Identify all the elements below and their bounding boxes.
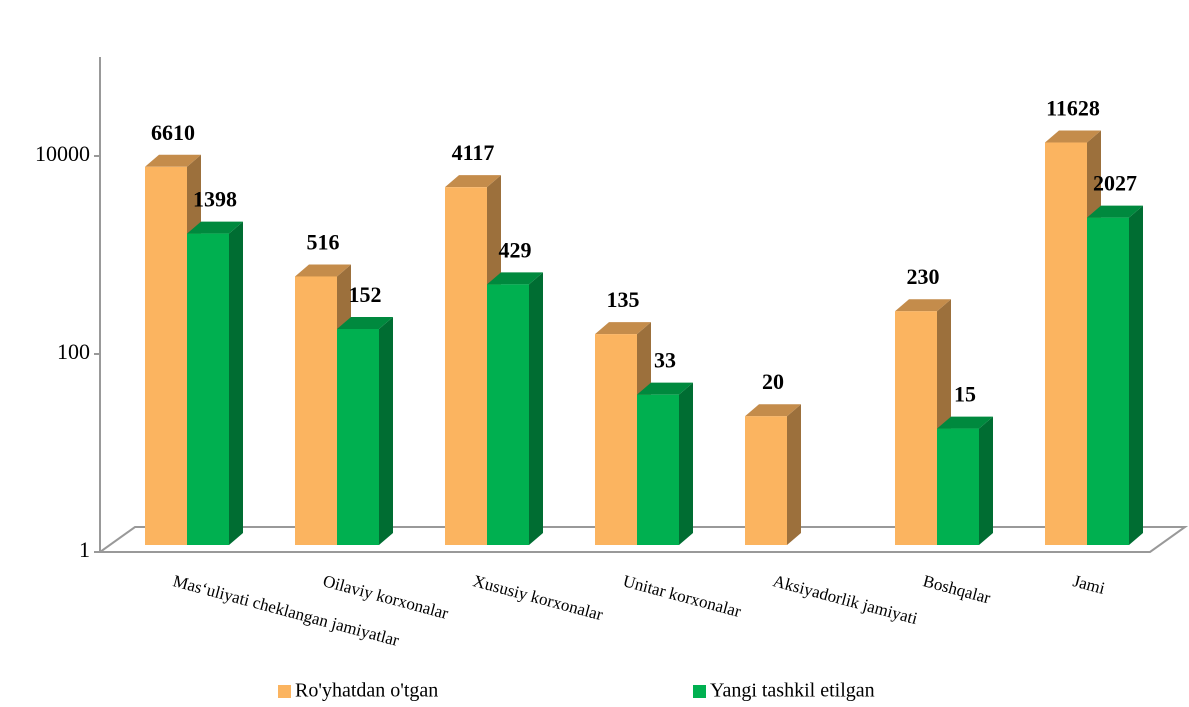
bar-top <box>487 272 543 285</box>
x-tick-label: Jami <box>1071 571 1107 598</box>
bar-top <box>595 322 651 335</box>
floor <box>96 526 1189 553</box>
legend-label: Ro'yhatdan o'tgan <box>295 680 438 702</box>
value-label: 152 <box>349 282 382 307</box>
bar-side <box>979 416 993 545</box>
value-label: 230 <box>907 264 940 289</box>
bar-top <box>1045 130 1101 143</box>
bar <box>295 276 337 545</box>
bar-side <box>529 272 543 545</box>
x-tick-label: Aksiyadorlik jamiyati <box>771 571 920 628</box>
value-label: 4117 <box>452 140 495 165</box>
y-tick-label: 100 <box>57 339 90 364</box>
bar <box>337 328 379 545</box>
bar-top <box>637 382 693 395</box>
x-tick-label: Xususiy korxonalar <box>471 571 605 624</box>
bar <box>187 233 229 545</box>
bar <box>937 428 979 545</box>
bar <box>1087 217 1129 546</box>
legend-label: Yangi tashkil etilgan <box>710 680 875 702</box>
value-label: 516 <box>307 229 340 254</box>
bar-top <box>445 175 501 188</box>
bar-top <box>745 404 801 417</box>
bar-top <box>187 221 243 234</box>
bar <box>895 311 937 545</box>
bar-side <box>679 382 693 545</box>
legend-swatch <box>693 685 706 698</box>
bar <box>1045 142 1087 545</box>
legend-swatch <box>278 685 291 698</box>
bar-top <box>145 154 201 167</box>
value-label: 33 <box>654 348 676 373</box>
bar-side <box>379 316 393 545</box>
y-tick-label: 10000 <box>35 141 90 166</box>
value-label: 135 <box>607 287 640 312</box>
bar-top <box>1087 205 1143 218</box>
bar-side <box>229 221 243 545</box>
value-label: 20 <box>762 369 784 394</box>
bar-top <box>337 316 393 329</box>
bar <box>595 334 637 545</box>
x-tick-label: Boshqalar <box>921 571 993 607</box>
bar-side <box>1129 205 1143 546</box>
value-label: 2027 <box>1093 171 1137 196</box>
bar-side <box>787 404 801 545</box>
value-label: 6610 <box>151 120 195 145</box>
bar <box>145 166 187 545</box>
value-label: 11628 <box>1046 96 1100 121</box>
x-tick-label: Unitar korxonalar <box>621 571 743 621</box>
bar <box>445 187 487 545</box>
bar-top <box>295 264 351 277</box>
bar <box>745 416 787 545</box>
bar <box>487 284 529 545</box>
bar-top <box>937 416 993 429</box>
bar-top <box>895 299 951 312</box>
y-tick-label: 1 <box>79 537 90 562</box>
value-label: 15 <box>954 382 976 407</box>
value-label: 429 <box>499 237 532 262</box>
value-label: 1398 <box>193 187 237 212</box>
bar <box>637 394 679 545</box>
